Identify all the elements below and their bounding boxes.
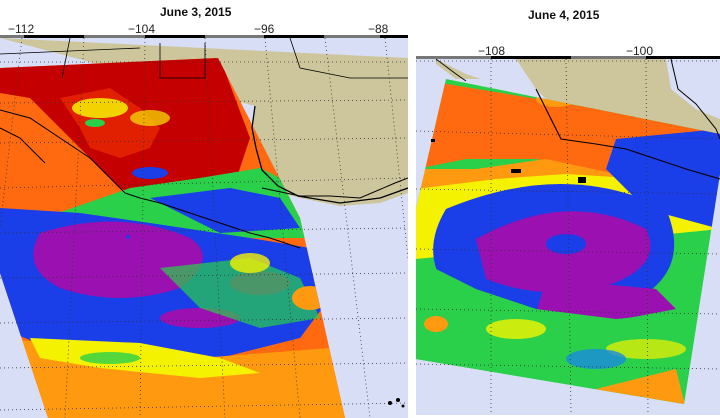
lon-tick: −112 xyxy=(8,22,35,36)
infrared-temperature-map xyxy=(0,38,408,418)
panel-title-june-3: June 3, 2015 xyxy=(160,5,232,19)
lon-tick: −100 xyxy=(626,44,654,58)
satellite-map-june-4 xyxy=(416,59,720,415)
lon-tick: −108 xyxy=(478,44,506,58)
lon-tick: −96 xyxy=(254,22,275,36)
panel-title-june-4: June 4, 2015 xyxy=(528,8,600,22)
axis-frame-top xyxy=(0,35,408,38)
lon-tick: −104 xyxy=(128,22,156,36)
infrared-temperature-map xyxy=(416,59,720,415)
axis-frame-top xyxy=(416,56,720,59)
satellite-map-june-3 xyxy=(0,38,408,418)
lon-tick: −88 xyxy=(368,22,389,36)
